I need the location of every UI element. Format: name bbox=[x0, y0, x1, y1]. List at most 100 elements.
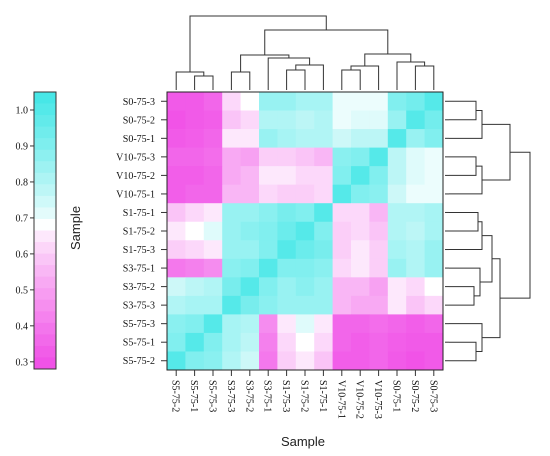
heatmap-cell bbox=[185, 129, 205, 148]
heatmap-cell bbox=[185, 295, 205, 315]
heatmap-cell bbox=[387, 277, 407, 297]
heatmap-cell bbox=[203, 184, 223, 204]
colorbar-tick-label: 0.7 bbox=[16, 213, 29, 224]
heatmap-cell bbox=[222, 221, 241, 241]
heatmap-cell bbox=[295, 129, 315, 148]
column-dendrogram bbox=[175, 15, 435, 90]
heatmap-cell bbox=[387, 240, 407, 260]
row-label: S0-75-1 bbox=[123, 134, 155, 145]
heatmap-cell bbox=[185, 92, 205, 111]
heatmap-cell bbox=[185, 221, 205, 241]
heatmap-cell bbox=[185, 184, 205, 204]
heatmap-cell bbox=[406, 147, 425, 167]
dendrogram-branch bbox=[175, 71, 205, 86]
heatmap-cell bbox=[185, 110, 205, 130]
heatmap-cell bbox=[369, 295, 389, 315]
heatmap-cell bbox=[295, 166, 315, 186]
heatmap-cell bbox=[240, 184, 260, 204]
heatmap-cell bbox=[167, 221, 186, 241]
heatmap-cell bbox=[167, 129, 186, 148]
heatmap-cell bbox=[406, 351, 425, 371]
heatmap-cell bbox=[332, 92, 352, 111]
dendrogram-branch bbox=[449, 286, 475, 306]
colorbar-tick-label: 0.5 bbox=[16, 285, 29, 296]
row-label: S0-75-3 bbox=[123, 97, 155, 108]
heatmap-cell bbox=[185, 166, 205, 186]
dendrogram-branch bbox=[449, 267, 481, 297]
heatmap-cell bbox=[314, 314, 333, 334]
heatmap-cell bbox=[167, 277, 186, 297]
heatmap-cell bbox=[406, 221, 425, 241]
colorbar-swatch bbox=[34, 230, 56, 243]
row-label: S1-75-3 bbox=[123, 245, 155, 256]
heatmap-cell bbox=[332, 184, 352, 204]
heatmap-cell bbox=[185, 203, 205, 223]
dendrogram-branch bbox=[449, 211, 479, 232]
heatmap-cell bbox=[369, 166, 389, 186]
dendrogram-branch bbox=[264, 29, 389, 55]
row-label: S0-75-2 bbox=[123, 115, 155, 126]
heatmap-cell bbox=[277, 258, 297, 278]
heatmap-cell bbox=[259, 332, 278, 352]
row-label: S5-75-2 bbox=[123, 356, 155, 367]
heatmap-cell bbox=[314, 203, 333, 223]
heatmap-cell bbox=[406, 184, 425, 204]
heatmap-cell bbox=[314, 258, 333, 278]
colorbar-swatch bbox=[34, 299, 56, 312]
heatmap-cell bbox=[369, 351, 389, 371]
heatmap-cell bbox=[259, 166, 278, 186]
colorbar-swatch bbox=[34, 207, 56, 220]
heatmap-cell bbox=[240, 129, 260, 148]
heatmap-cell bbox=[387, 258, 407, 278]
heatmap-cell bbox=[314, 129, 333, 148]
heatmap-cell bbox=[314, 332, 333, 352]
column-label: S3-75-2 bbox=[243, 380, 254, 412]
colorbar-swatch bbox=[34, 311, 56, 324]
heatmap-cell bbox=[387, 166, 407, 186]
heatmap-cell bbox=[424, 110, 444, 130]
heatmap-cell bbox=[185, 240, 205, 260]
heatmap-cell bbox=[203, 129, 223, 148]
row-label: V10-75-2 bbox=[116, 171, 155, 182]
dendrogram-branch bbox=[230, 71, 251, 86]
heatmap-cell bbox=[167, 351, 186, 371]
colorbar-swatch bbox=[34, 161, 56, 174]
colorbar-swatch bbox=[34, 218, 56, 231]
heatmap-cell bbox=[295, 314, 315, 334]
colorbar-swatch bbox=[34, 172, 56, 185]
heatmap-cell bbox=[295, 147, 315, 167]
colorbar-tick-label: 0.8 bbox=[16, 177, 29, 188]
heatmap-cell bbox=[314, 277, 333, 297]
heatmap-cell bbox=[369, 258, 389, 278]
heatmap-cell bbox=[424, 147, 444, 167]
dendrogram-branch bbox=[286, 69, 306, 86]
heatmap-cell bbox=[222, 295, 241, 315]
heatmap-cell bbox=[167, 332, 186, 352]
dendrogram-branch bbox=[449, 323, 483, 352]
colorbar-label: Sample bbox=[68, 206, 83, 250]
heatmap-cell bbox=[406, 258, 425, 278]
heatmap-cell bbox=[277, 295, 297, 315]
heatmap-cell bbox=[203, 166, 223, 186]
row-label: S5-75-1 bbox=[123, 338, 155, 349]
heatmap-cell bbox=[332, 240, 352, 260]
heatmap-cell bbox=[406, 295, 425, 315]
heatmap-cell bbox=[369, 314, 389, 334]
heatmap-cell bbox=[240, 147, 260, 167]
heatmap-cell bbox=[314, 221, 333, 241]
heatmap-cell bbox=[424, 203, 444, 223]
heatmap-cell bbox=[222, 184, 241, 204]
colorbar: 1.0 0.9 0.8 0.7 0.6 0.5 0.4 0.3 bbox=[16, 91, 57, 370]
heatmap-cell bbox=[259, 110, 278, 130]
heatmap-cell bbox=[351, 277, 370, 297]
heatmap-cell bbox=[240, 166, 260, 186]
heatmap-cells bbox=[167, 92, 444, 371]
heatmap-cell bbox=[351, 203, 370, 223]
heatmap-cell bbox=[203, 221, 223, 241]
heatmap-cell bbox=[167, 203, 186, 223]
heatmap-cell bbox=[277, 240, 297, 260]
heatmap-cell bbox=[424, 351, 444, 371]
colorbar-swatch bbox=[34, 184, 56, 197]
column-label: S0-75-2 bbox=[409, 380, 420, 412]
colorbar-swatch bbox=[34, 126, 56, 139]
